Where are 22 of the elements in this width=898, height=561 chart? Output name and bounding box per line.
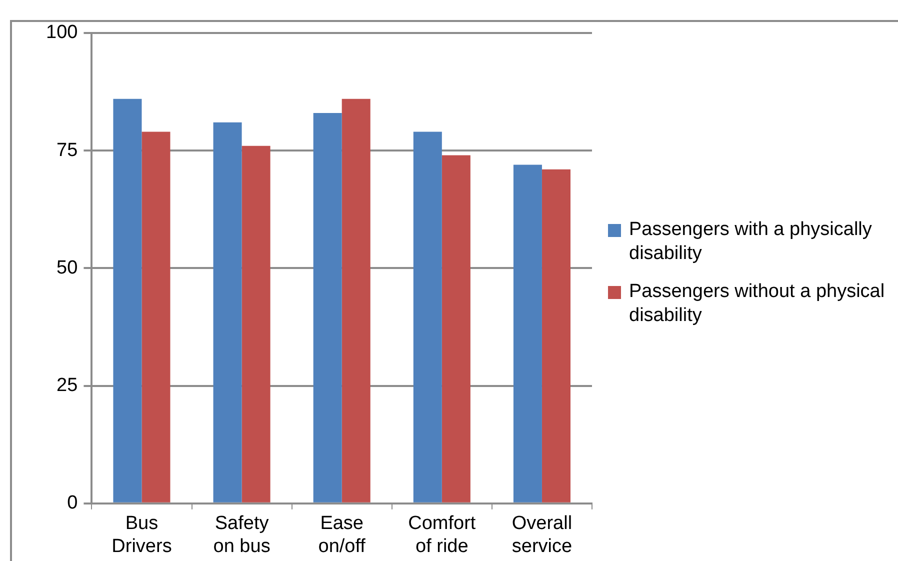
y-tick-label: 0 [67, 492, 78, 514]
x-tick-label: Safety on bus [213, 513, 270, 557]
bar [542, 169, 570, 502]
legend-label: Passengers with a physically disability [629, 218, 873, 266]
y-tick-label: 75 [56, 140, 78, 161]
bar [413, 132, 442, 502]
bar [113, 98, 142, 502]
x-tick-label: Bus Drivers [112, 513, 172, 557]
bar [242, 146, 270, 502]
bar [342, 98, 370, 502]
y-tick-label: 50 [56, 257, 78, 278]
y-tick-label: 25 [56, 375, 78, 396]
x-tick-label: Ease on/off [318, 513, 366, 557]
y-tick-label: 100 [46, 22, 78, 44]
bar [213, 122, 242, 502]
legend-label: Passengers without a physical disability [629, 280, 886, 328]
x-tick-label: Comfort of ride [408, 513, 476, 557]
bar [313, 112, 342, 502]
bar [442, 155, 470, 502]
bar [513, 164, 542, 502]
x-tick-label: Overall service [512, 513, 572, 557]
bar [142, 132, 170, 502]
